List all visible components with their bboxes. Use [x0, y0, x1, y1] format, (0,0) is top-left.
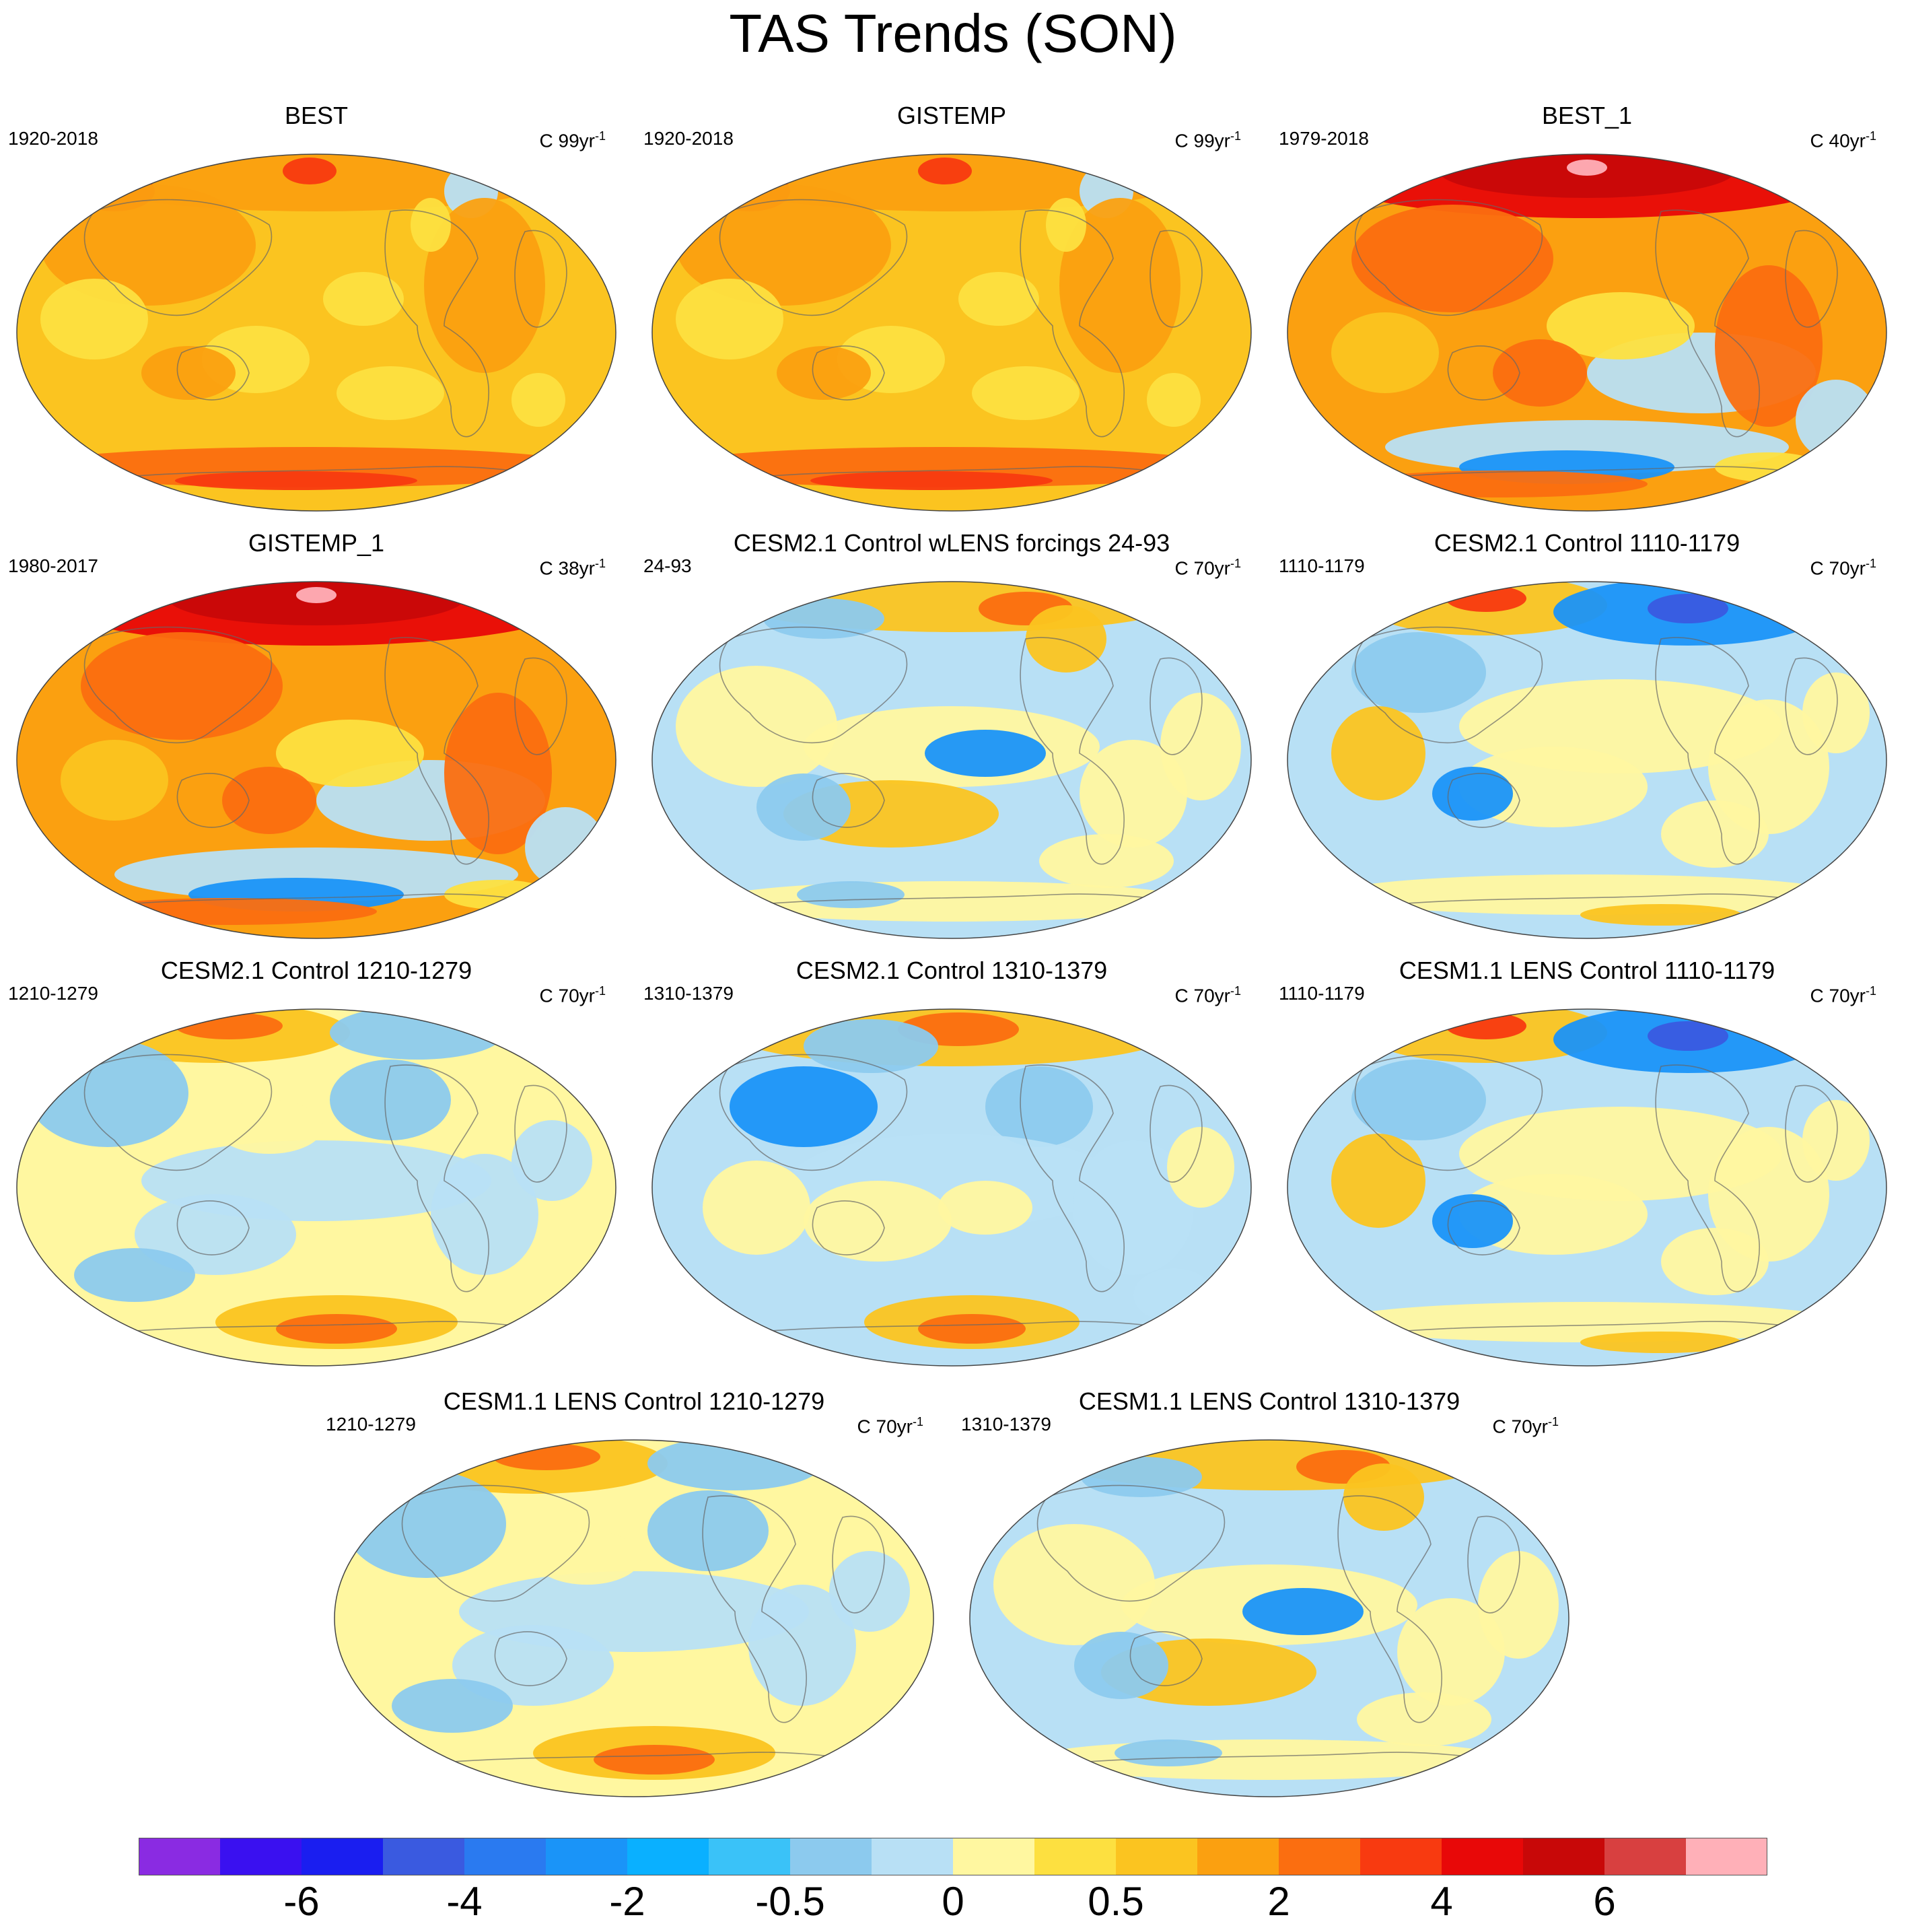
- panel-period: 1310-1379: [643, 983, 734, 1004]
- colorbar-label: -0.5: [755, 1879, 825, 1924]
- panel-title: CESM2.1 Control 1110-1179: [1434, 529, 1740, 557]
- colorbar-swatch: [1523, 1838, 1605, 1875]
- panel-unit: C 99yr-1: [1174, 129, 1242, 151]
- panel-title: CESM1.1 LENS Control 1310-1379: [1078, 1387, 1460, 1415]
- panel-title: BEST: [284, 102, 349, 129]
- panel-period: 1310-1379: [961, 1414, 1051, 1435]
- colorbar-label: -6: [283, 1879, 320, 1924]
- trend-map: [969, 1439, 1569, 1797]
- map-panel-cesm2-1210: CESM2.1 Control 1210-1279 1210-1279 C 70…: [0, 956, 633, 1373]
- colorbar-swatch: [302, 1838, 384, 1875]
- colorbar-swatch: [1034, 1838, 1117, 1875]
- panel-title: CESM2.1 Control wLENS forcings 24-93: [733, 529, 1170, 557]
- colorbar-swatch: [1279, 1838, 1361, 1875]
- colorbar-swatch: [872, 1838, 954, 1875]
- colorbar-swatch: [1604, 1838, 1687, 1875]
- panel-unit: C 40yr-1: [1810, 129, 1877, 151]
- panel-title: BEST_1: [1541, 102, 1633, 129]
- trend-map: [651, 153, 1252, 512]
- trend-map: [16, 1008, 616, 1367]
- trend-map: [1287, 581, 1887, 939]
- map-panel-cesm2-wlens: CESM2.1 Control wLENS forcings 24-93 24-…: [635, 528, 1268, 946]
- panel-unit: C 70yr-1: [1810, 984, 1877, 1006]
- panel-unit: C 70yr-1: [1174, 984, 1242, 1006]
- trend-map: [1287, 1008, 1887, 1367]
- panel-period: 1110-1179: [1279, 983, 1365, 1004]
- colorbar-swatch: [1686, 1838, 1767, 1875]
- trend-map: [334, 1439, 934, 1797]
- trend-map: [1287, 153, 1887, 512]
- panel-period: 1920-2018: [8, 128, 98, 149]
- trend-map: [651, 581, 1252, 939]
- map-panel-best: BEST 1920-2018 C 99yr-1: [0, 101, 633, 518]
- colorbar: [139, 1838, 1767, 1875]
- panel-title: GISTEMP_1: [248, 529, 385, 557]
- colorbar-label: 4: [1430, 1879, 1453, 1924]
- colorbar-swatch: [546, 1838, 628, 1875]
- map-panel-best-1: BEST_1 1979-2018 C 40yr-1: [1271, 101, 1903, 518]
- colorbar-swatch: [383, 1838, 465, 1875]
- map-panel-cesm2-1110: CESM2.1 Control 1110-1179 1110-1179 C 70…: [1271, 528, 1903, 946]
- panel-period: 1980-2017: [8, 555, 98, 576]
- colorbar-swatch: [709, 1838, 791, 1875]
- colorbar-swatch: [1442, 1838, 1524, 1875]
- panel-unit: C 70yr-1: [1492, 1415, 1559, 1437]
- panel-title: CESM1.1 LENS Control 1110-1179: [1399, 957, 1775, 984]
- colorbar-label: 2: [1267, 1879, 1290, 1924]
- map-panel-gistemp: GISTEMP 1920-2018 C 99yr-1: [635, 101, 1268, 518]
- panel-period: 1210-1279: [8, 983, 98, 1004]
- panel-title: GISTEMP: [896, 102, 1007, 129]
- colorbar-swatch: [139, 1838, 221, 1875]
- panel-title: CESM2.1 Control 1210-1279: [160, 957, 472, 984]
- map-panel-cesm1-1110: CESM1.1 LENS Control 1110-1179 1110-1179…: [1271, 956, 1903, 1373]
- colorbar-label: 0.5: [1088, 1879, 1144, 1924]
- map-panel-gistemp-1: GISTEMP_1 1980-2017 C 38yr-1: [0, 528, 633, 946]
- panel-unit: C 70yr-1: [539, 984, 606, 1006]
- panel-period: 1979-2018: [1279, 128, 1369, 149]
- panel-unit: C 70yr-1: [857, 1415, 924, 1437]
- colorbar-label: -2: [609, 1879, 645, 1924]
- colorbar-label: -4: [446, 1879, 483, 1924]
- panel-unit: C 99yr-1: [539, 129, 606, 151]
- colorbar-swatch: [1360, 1838, 1442, 1875]
- map-panel-cesm2-1310: CESM2.1 Control 1310-1379 1310-1379 C 70…: [635, 956, 1268, 1373]
- colorbar-swatch: [1116, 1838, 1198, 1875]
- panel-unit: C 38yr-1: [539, 557, 606, 579]
- panel-period: 1110-1179: [1279, 555, 1365, 576]
- colorbar-labels: -6 -4 -2 -0.5 0 0.5 2 4 6: [0, 1878, 1906, 1932]
- panel-period: 24-93: [643, 555, 692, 576]
- panel-unit: C 70yr-1: [1174, 557, 1242, 579]
- colorbar-swatch: [1197, 1838, 1279, 1875]
- trend-map: [16, 581, 616, 939]
- colorbar-swatch: [464, 1838, 546, 1875]
- map-panel-cesm1-1310: CESM1.1 LENS Control 1310-1379 1310-1379…: [953, 1387, 1586, 1804]
- colorbar-swatch: [953, 1838, 1035, 1875]
- panel-period: 1920-2018: [643, 128, 734, 149]
- panel-period: 1210-1279: [326, 1414, 416, 1435]
- panel-unit: C 70yr-1: [1810, 557, 1877, 579]
- colorbar-swatch: [790, 1838, 872, 1875]
- panel-title: CESM2.1 Control 1310-1379: [796, 957, 1108, 984]
- colorbar-swatch: [627, 1838, 709, 1875]
- map-panel-cesm1-1210: CESM1.1 LENS Control 1210-1279 1210-1279…: [318, 1387, 950, 1804]
- colorbar-label: 6: [1593, 1879, 1616, 1924]
- colorbar-label: 0: [942, 1879, 964, 1924]
- panel-title: CESM1.1 LENS Control 1210-1279: [443, 1387, 825, 1415]
- colorbar-swatch: [220, 1838, 302, 1875]
- figure-title: TAS Trends (SON): [729, 3, 1177, 63]
- trend-map: [651, 1008, 1252, 1367]
- trend-map: [16, 153, 616, 512]
